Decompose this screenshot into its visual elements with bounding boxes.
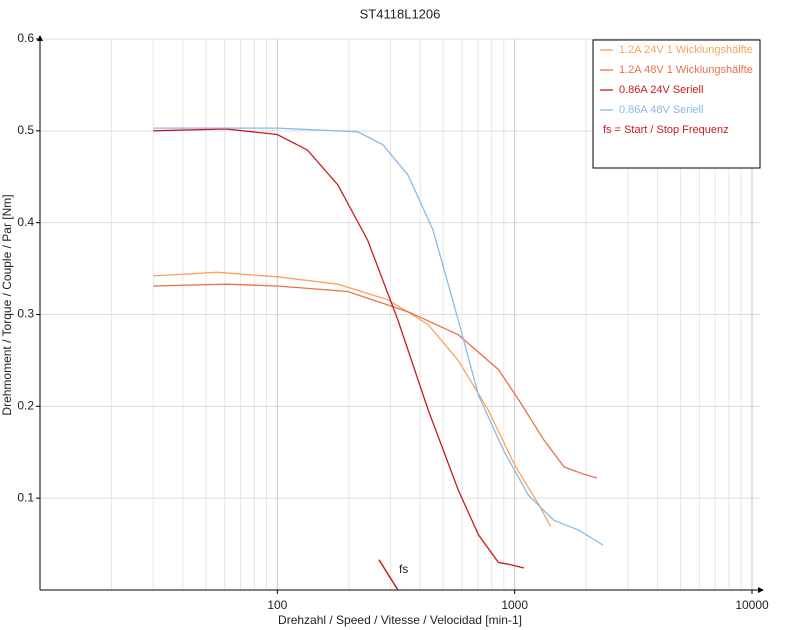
legend-label: 0.86A 48V Seriell — [619, 104, 703, 116]
series-line — [153, 283, 598, 479]
y-axis-label: Drehmoment / Torque / Couple / Par [Nm] — [0, 194, 14, 415]
x-tick-label: 10000 — [735, 598, 769, 612]
y-tick-label: 0.6 — [17, 31, 34, 45]
legend-box — [592, 39, 761, 169]
series-line — [153, 127, 604, 546]
annotation-label: fs — [399, 562, 408, 576]
y-tick-label: 0.2 — [17, 399, 34, 413]
series-line — [153, 128, 525, 569]
x-tick-label: 100 — [267, 598, 287, 612]
annotation-line — [378, 559, 399, 591]
y-tick-label: 0.5 — [17, 123, 34, 137]
chart-title: ST4118L1206 — [360, 6, 441, 21]
x-axis-arrow — [758, 587, 764, 593]
y-tick-label: 0.1 — [17, 490, 34, 504]
legend-label: 1.2A 48V 1 Wicklungshälfte — [619, 64, 753, 76]
legend-note: fs = Start / Stop Frequenz — [603, 124, 729, 136]
y-tick-label: 0.4 — [17, 215, 34, 229]
legend-label: 1.2A 24V 1 Wicklungshälfte — [619, 44, 753, 56]
x-tick-label: 1000 — [501, 598, 528, 612]
y-axis-arrow — [37, 35, 43, 41]
series-line — [153, 271, 552, 527]
legend-label: 0.86A 24V Seriell — [619, 84, 703, 96]
x-axis-label: Drehzahl / Speed / Vitesse / Velocidad [… — [278, 613, 522, 627]
y-tick-label: 0.3 — [17, 307, 34, 321]
